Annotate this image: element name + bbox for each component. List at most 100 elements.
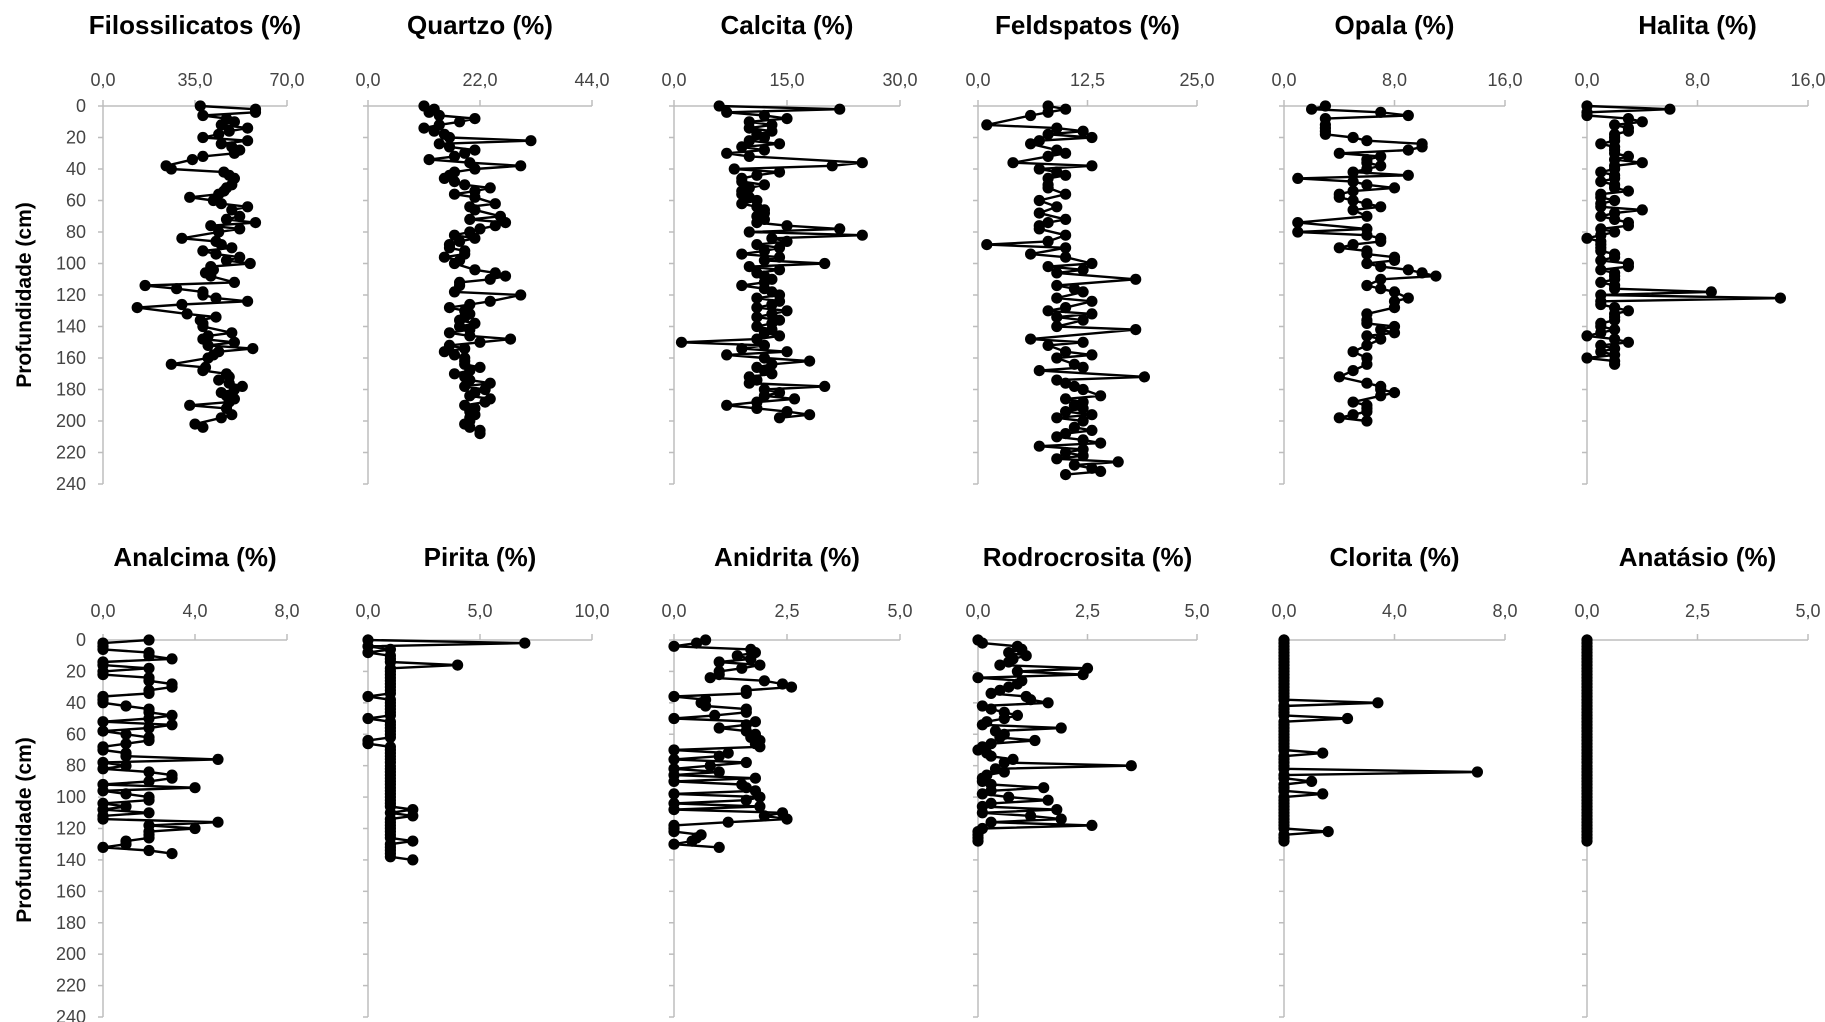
data-point (97, 813, 109, 825)
y-axis-label: Profundidade (cm) (13, 202, 36, 388)
data-point (1595, 176, 1607, 188)
data-point (1375, 333, 1387, 345)
data-point (985, 750, 997, 762)
panel-3: Calcita (%) 0,0 15,0 30,0 (661, 10, 918, 485)
data-point (1077, 314, 1089, 326)
data-point (773, 330, 786, 342)
panel-title: Rodrocrosita (%) (983, 542, 1192, 572)
series-line (672, 638, 793, 849)
data-point (213, 374, 225, 386)
data-point (448, 349, 461, 361)
data-point (743, 226, 755, 238)
panel-title: Halita (%) (1638, 10, 1756, 40)
data-point (1125, 760, 1137, 772)
data-point (1622, 336, 1634, 348)
data-point (1636, 157, 1648, 169)
data-point (226, 242, 238, 254)
data-point (228, 383, 240, 396)
data-point (484, 295, 496, 307)
data-point (740, 782, 752, 794)
data-point (171, 283, 183, 295)
x-tick-label: 2,5 (1075, 601, 1100, 621)
data-point (1361, 135, 1373, 147)
data-point (1003, 791, 1015, 803)
data-point (1361, 198, 1373, 210)
data-point (1581, 352, 1593, 364)
data-point (1347, 396, 1359, 408)
data-point (691, 637, 703, 649)
x-tick-label: 12,5 (1070, 70, 1105, 90)
y-tick-label: 240 (56, 474, 86, 494)
data-point (423, 106, 435, 118)
y-tick-label: 20 (66, 128, 86, 148)
x-tick-label: 0,0 (661, 601, 686, 621)
data-point (143, 775, 155, 788)
data-point (479, 383, 491, 396)
x-tick-label: 0,0 (90, 601, 115, 621)
y-tick-label: 40 (66, 159, 86, 179)
x-tick-label: 10,0 (574, 601, 609, 621)
data-point (1033, 163, 1045, 175)
data-point (781, 305, 793, 317)
data-point (856, 229, 868, 241)
x-tick-label: 0,0 (661, 70, 686, 90)
data-point (1347, 185, 1359, 197)
series-line (101, 638, 220, 855)
data-point (1375, 390, 1387, 402)
data-point (736, 662, 748, 674)
data-point (1361, 358, 1373, 370)
data-point (1055, 813, 1067, 825)
data-point (668, 804, 680, 816)
data-point (754, 741, 766, 753)
data-point (1595, 254, 1607, 266)
data-point (773, 412, 786, 424)
data-point (1388, 182, 1401, 194)
data-point (754, 659, 766, 671)
data-point (781, 113, 793, 125)
data-point (1011, 709, 1024, 722)
data-point (228, 147, 240, 159)
data-point (1068, 421, 1080, 433)
panel-title: Quartzo (%) (407, 10, 553, 40)
data-point (143, 832, 155, 844)
data-point (469, 264, 481, 276)
data-point (985, 738, 997, 750)
data-point (176, 298, 188, 311)
data-point (1595, 264, 1607, 276)
data-point (1051, 320, 1063, 333)
data-point (1609, 194, 1621, 207)
data-point (751, 217, 763, 229)
data-point (515, 160, 527, 172)
y-tick-label: 100 (56, 254, 86, 274)
data-point (773, 242, 786, 254)
panel-title: Pirita (%) (424, 542, 537, 572)
data-point (186, 154, 198, 166)
data-point (1595, 327, 1607, 339)
data-point (1595, 210, 1607, 222)
data-point (143, 722, 155, 734)
data-point (976, 700, 989, 712)
data-point (459, 147, 471, 159)
data-point (1077, 264, 1089, 276)
data-point (1402, 109, 1414, 122)
data-point (97, 697, 109, 709)
data-point (1068, 358, 1080, 370)
data-point (228, 336, 240, 348)
data-point (976, 807, 989, 819)
panel-1: Filossilicatos (%) 0,0 35,0 70,0 0 20 40 60 80 10… (13, 10, 305, 494)
data-point (1042, 305, 1054, 317)
y-tick-label: 80 (66, 222, 86, 242)
data-point (1361, 210, 1373, 222)
data-point (1306, 775, 1318, 788)
data-point (454, 235, 466, 247)
data-point (249, 106, 262, 118)
panel-title: Feldspatos (%) (995, 10, 1180, 40)
data-point (713, 100, 725, 112)
data-point (781, 220, 793, 232)
x-tick-label: 8,0 (1685, 70, 1710, 90)
data-point (1347, 365, 1359, 377)
data-point (749, 716, 762, 728)
data-point (826, 160, 838, 172)
data-point (97, 716, 109, 728)
data-point (474, 223, 486, 235)
